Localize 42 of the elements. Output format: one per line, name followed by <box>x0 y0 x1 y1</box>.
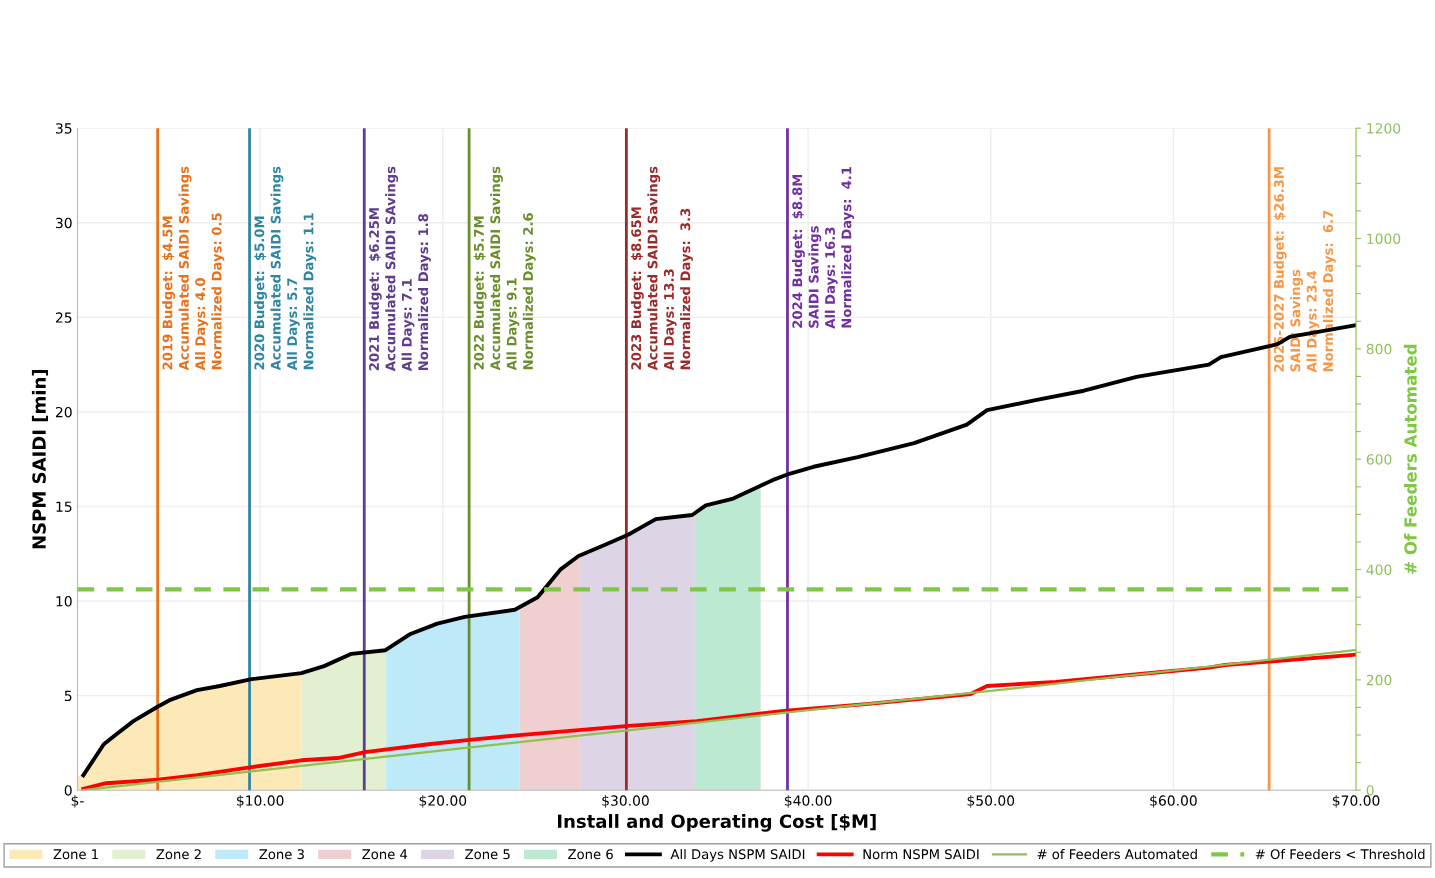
legend-label: # of Feeders Automated <box>1037 848 1197 860</box>
x-tick-label: $20.00 <box>419 795 467 808</box>
annotation: 2022 Budget: $5.7M Accumulated SAIDI Savings All Days: 9.1 Normalized Days: 2.6 <box>473 166 536 371</box>
legend-label: All Days NSPM SAIDI <box>670 848 805 862</box>
legend-label: # Of Feeders < Threshold <box>1255 848 1425 860</box>
x-tick-label: $60.00 <box>1150 795 1197 808</box>
y-tick-label: 5 <box>64 690 72 702</box>
x-tick-label: $10.00 <box>237 795 284 808</box>
annotation: 2024 Budget: $8.8M SAIDI Savings All Days: 16.3 Normalized Days: 4.1 <box>792 166 855 329</box>
x-tick-label: $50.00 <box>967 795 1015 808</box>
y-tick-label: 30 <box>56 217 72 229</box>
annotation: 2019 Budget: $4.5M Accumulated SAIDI Savings All Days: 4.0 Normalized Days: 0.5 <box>162 166 225 371</box>
x-tick-label: $- <box>71 795 84 808</box>
y2-tick-label: 200 <box>1366 674 1392 686</box>
y2-tick-label: 1000 <box>1367 233 1401 244</box>
legend-label: Zone 3 <box>259 849 304 860</box>
annotation: 2020 Budget: $5.0M Accumulated SAIDI Savings All Days: 5.7 Normalized Days: 1.1 <box>254 166 317 371</box>
legend-label: Zone 5 <box>465 849 510 860</box>
annotation: 2021 Budget: $6.25M Accumulated SAIDI SAvings All Days: 7.1 Normalized Days: 1.8 <box>368 166 431 372</box>
y2-tick-label: 0 <box>1366 785 1374 796</box>
y-tick-label: 10 <box>56 596 72 607</box>
legend-label: Zone 1 <box>53 849 98 860</box>
y-tick-label: 35 <box>56 123 72 134</box>
y2-tick-label: 1200 <box>1367 123 1401 134</box>
x-axis-title: Install and Operating Cost [$M] <box>558 814 876 832</box>
legend-label: Zone 2 <box>156 849 201 860</box>
y-tick-label: 0 <box>64 785 72 796</box>
x-tick-label: $70.00 <box>1332 795 1380 808</box>
x-tick-label: $40.00 <box>784 795 832 808</box>
y2-tick-label: 600 <box>1366 454 1392 465</box>
y-tick-label: 25 <box>55 312 72 323</box>
legend-label: Zone 6 <box>568 849 613 860</box>
y2-tick-label: 400 <box>1366 564 1392 575</box>
legend-label: Zone 4 <box>362 849 408 860</box>
y-tick-label: 20 <box>55 406 72 418</box>
legend-label: Norm NSPM SAIDI <box>863 849 979 860</box>
y-tick-label: 15 <box>56 501 72 512</box>
y-axis-title: NSPM SAIDI [min] <box>31 369 49 549</box>
y2-tick-label: 800 <box>1366 343 1392 355</box>
x-tick-label: $30.00 <box>602 795 649 808</box>
y2-axis-title: # Of Feeders Automated <box>1403 344 1417 574</box>
annotation: 2023 Budget: $8.65M Accumulated SAIDI Savings All Days: 13.3 Normalized Days: 3.3 <box>630 166 693 371</box>
